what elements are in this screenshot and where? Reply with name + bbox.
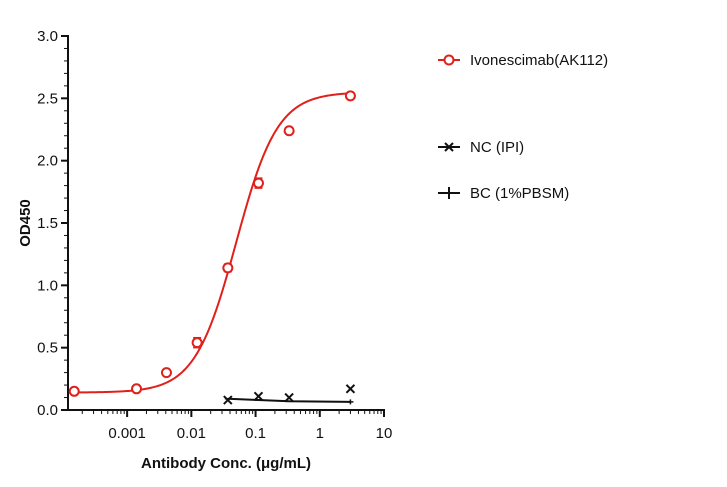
nc-ipi-point bbox=[345, 384, 356, 394]
y-tick-label: 0.0 bbox=[37, 402, 58, 419]
ivonescimab-point bbox=[191, 337, 203, 349]
y-tick-label: 0.5 bbox=[37, 340, 58, 357]
x-axis-ticks: 0.001 0.01 0.1 1 10 bbox=[81, 410, 393, 442]
legend-label: BC (1%PBSM) bbox=[470, 185, 569, 202]
nc-ipi-point bbox=[284, 392, 294, 403]
x-tick-label: 0.1 bbox=[245, 425, 266, 442]
legend-item: Ivonescimab(AK112) bbox=[438, 52, 608, 69]
y-tick-label: 1.0 bbox=[37, 277, 58, 294]
ivonescimab-point bbox=[68, 385, 80, 397]
legend-label: NC (IPI) bbox=[470, 139, 524, 156]
fit-curves bbox=[74, 92, 351, 403]
ivonescimab-point bbox=[160, 367, 172, 379]
legend-marker-x bbox=[444, 142, 454, 152]
ivonescimab-point bbox=[283, 125, 295, 137]
ivonescimab-point bbox=[222, 262, 234, 274]
x-tick-label: 0.001 bbox=[108, 425, 146, 442]
x-tick-label: 0.01 bbox=[177, 425, 206, 442]
x-axis-title: Antibody Conc. (μg/mL) bbox=[141, 455, 311, 472]
y-axis-title: OD450 bbox=[17, 199, 34, 247]
y-tick-label: 3.0 bbox=[37, 28, 58, 45]
y-tick-label: 2.5 bbox=[37, 90, 58, 107]
x-tick-label: 1 bbox=[316, 425, 324, 442]
ivonescimab-fit-curve bbox=[74, 92, 351, 394]
data-points bbox=[68, 90, 356, 405]
bc-pbsm-fit-line bbox=[227, 397, 351, 403]
ivonescimab-point bbox=[131, 383, 143, 395]
legend-label: Ivonescimab(AK112) bbox=[470, 52, 608, 69]
y-tick-label: 2.0 bbox=[37, 153, 58, 170]
x-tick-label: 10 bbox=[376, 425, 393, 442]
legend-item: BC (1%PBSM) bbox=[438, 185, 569, 202]
legend-marker-circle bbox=[443, 54, 455, 66]
axes bbox=[67, 35, 385, 411]
legend: Ivonescimab(AK112) NC (IPI) BC (1%PBSM) bbox=[438, 52, 608, 202]
ivonescimab-point bbox=[252, 177, 264, 189]
ivonescimab-point bbox=[344, 90, 356, 102]
nc-ipi-point bbox=[253, 391, 264, 401]
y-axis-ticks: 0.0 0.5 1.0 1.5 2.0 2.5 3.0 bbox=[37, 28, 68, 419]
y-tick-label: 1.5 bbox=[37, 215, 58, 232]
legend-item: NC (IPI) bbox=[438, 139, 524, 156]
nc-ipi-point bbox=[223, 395, 233, 405]
